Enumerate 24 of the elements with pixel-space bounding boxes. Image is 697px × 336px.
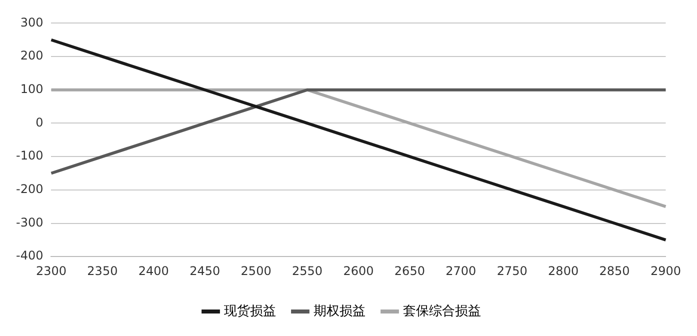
x-tick-label: 2850 — [599, 264, 630, 278]
x-tick-label: 2650 — [394, 264, 425, 278]
y-tick-label: -200 — [16, 182, 44, 196]
y-tick-label: -300 — [16, 215, 44, 230]
x-tick-label: 2400 — [138, 264, 169, 278]
y-tick-label: 300 — [20, 15, 44, 30]
x-tick-label: 2750 — [496, 264, 528, 278]
legend-label: 套保综合损益 — [402, 304, 481, 319]
x-tick-label: 2350 — [87, 264, 118, 278]
x-tick-label: 2300 — [36, 264, 67, 278]
x-tick-label: 2700 — [446, 264, 476, 278]
x-tick-label: 2800 — [548, 264, 579, 278]
x-tick-label: 2450 — [190, 264, 220, 278]
legend-label: 期权损益 — [313, 304, 366, 319]
x-tick-label: 2550 — [292, 264, 323, 278]
y-tick-label: -100 — [16, 148, 44, 163]
y-tick-label: 100 — [20, 82, 44, 96]
y-tick-label: -400 — [16, 248, 44, 263]
x-tick-label: 2900 — [650, 264, 682, 278]
y-tick-label: 0 — [36, 115, 44, 130]
y-tick-label: 200 — [20, 48, 44, 63]
legend-label: 现货损益 — [224, 304, 276, 319]
x-tick-label: 2500 — [240, 264, 272, 278]
x-tick-label: 2600 — [343, 264, 374, 278]
